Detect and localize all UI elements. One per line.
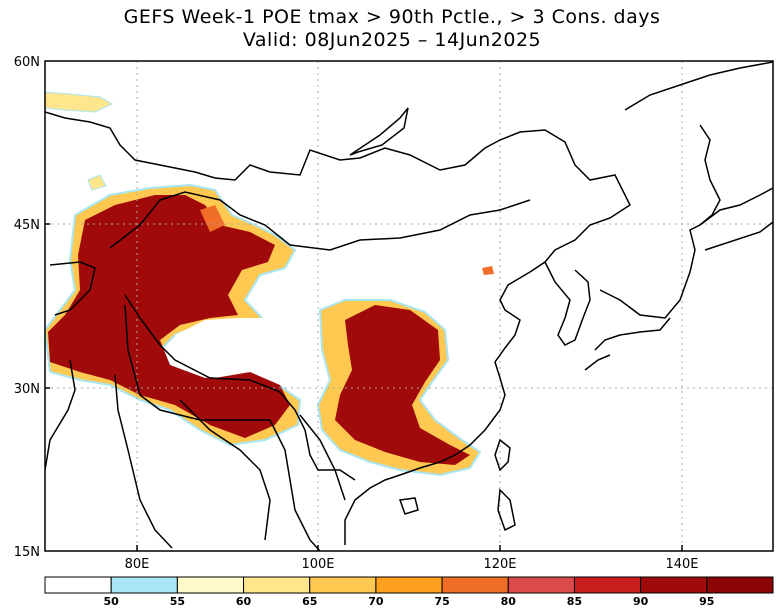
lat-label: 60N bbox=[14, 55, 40, 70]
latitude-labels: 60N 45N 30N 15N bbox=[14, 55, 40, 560]
lat-label: 30N bbox=[14, 382, 40, 397]
colorbar-swatch bbox=[243, 576, 311, 594]
lon-label: 80E bbox=[125, 557, 150, 572]
colorbar-tick-label: 60 bbox=[236, 595, 252, 608]
colorbar-swatch bbox=[706, 576, 774, 594]
shade-small-patch-kazakh bbox=[87, 174, 107, 191]
colorbar-swatch bbox=[176, 576, 245, 594]
colorbar-tick-label: 80 bbox=[501, 595, 517, 608]
lon-label: 100E bbox=[301, 557, 334, 572]
colorbar-tick-label: 55 bbox=[170, 595, 185, 608]
colorbar-tick-label: 65 bbox=[302, 595, 317, 608]
map-frame bbox=[44, 60, 774, 552]
colorbar-tick-label: 70 bbox=[368, 595, 384, 608]
lat-ticks bbox=[45, 223, 50, 389]
colorbar-swatch bbox=[573, 576, 642, 594]
colorbar: 50 55 60 65 70 75 80 85 90 95 bbox=[44, 576, 774, 608]
shade-small-patch-north-china bbox=[482, 266, 494, 275]
shade-central-asia-orange-patch bbox=[200, 205, 225, 232]
colorbar-swatch bbox=[44, 576, 112, 594]
colorbar-tick-label: 75 bbox=[434, 595, 449, 608]
colorbar-swatch bbox=[507, 576, 575, 594]
lon-label: 140E bbox=[665, 557, 698, 572]
colorbar-tick-label: 85 bbox=[567, 595, 582, 608]
colorbar-swatch bbox=[375, 576, 443, 594]
colorbar-swatch bbox=[640, 576, 708, 594]
shade-south-china-inner bbox=[335, 305, 470, 465]
map-subtitle: Valid: 08Jun2025 – 14Jun2025 bbox=[242, 29, 542, 51]
shade-central-asia-inner bbox=[48, 195, 290, 438]
map-title: GEFS Week-1 POE tmax > 90th Pctle., > 3 … bbox=[123, 6, 661, 28]
colorbar-swatch bbox=[441, 576, 509, 594]
colorbar-swatch bbox=[110, 576, 178, 594]
lat-label: 15N bbox=[14, 545, 40, 560]
colorbar-tick-label: 90 bbox=[633, 595, 649, 608]
colorbar-tick-label: 95 bbox=[699, 595, 714, 608]
colorbar-swatch bbox=[309, 576, 377, 594]
lat-label: 45N bbox=[14, 218, 40, 233]
lon-ticks bbox=[136, 545, 683, 551]
shade-tibet-gap bbox=[175, 310, 300, 378]
probability-shading bbox=[45, 91, 494, 477]
shade-ural-patch bbox=[45, 91, 114, 113]
coastlines-borders bbox=[45, 61, 773, 551]
colorbar-tick-label: 50 bbox=[104, 595, 120, 608]
longitude-labels: 80E 100E 120E 140E bbox=[125, 557, 699, 572]
lon-label: 120E bbox=[483, 557, 516, 572]
